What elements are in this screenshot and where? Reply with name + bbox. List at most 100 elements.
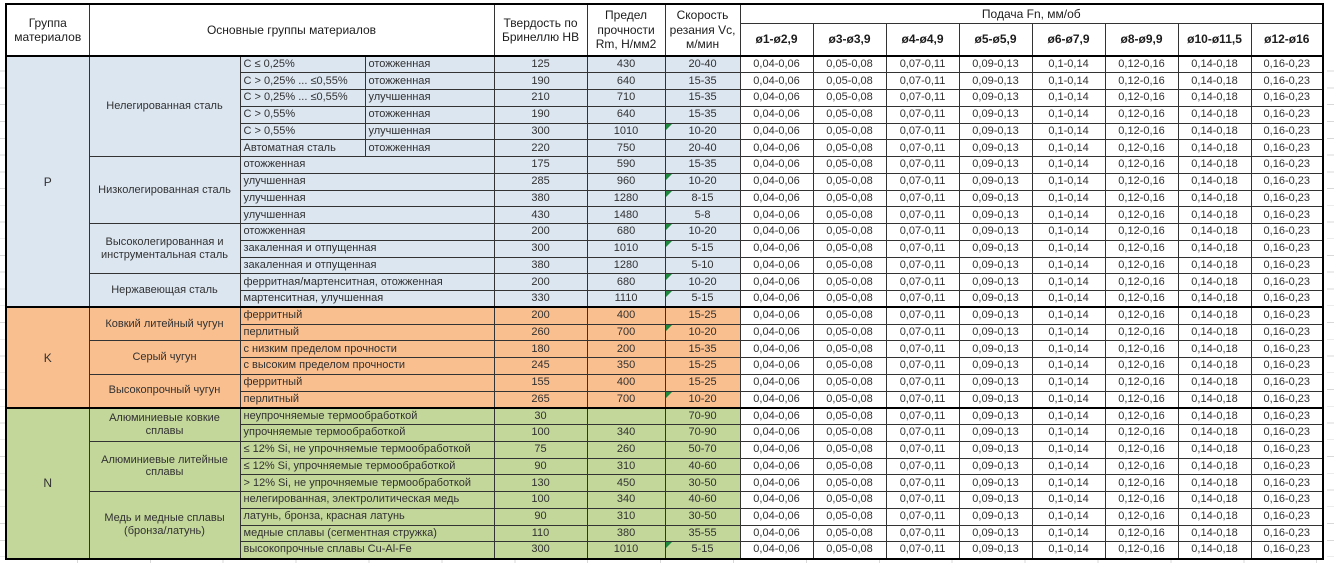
feed-cell: 0,14-0,18 (1177, 424, 1252, 442)
feed-cell: 0,05-0,08 (812, 541, 887, 559)
speed-cell: 5-10 (664, 256, 741, 275)
speed-cell: 10-20 (664, 172, 741, 191)
strength-cell: 310 (586, 507, 666, 526)
feed-cell: 0,14-0,18 (1177, 357, 1252, 375)
strength-cell: 750 (586, 139, 666, 157)
feed-cell: 0,04-0,06 (739, 223, 814, 241)
feed-cell: 0,1-0,14 (1031, 55, 1106, 74)
table-row: P Нелегированная сталь C ≤ 0,25% отожженная… (5, 54, 1324, 308)
table-row: ≤ 12% Si, упрочняемые термообработкой 90 3… (6, 457, 1324, 476)
hardness-cell: 200 (493, 273, 588, 291)
table-row: Серый чугун с низким пределом прочности 18… (6, 340, 1324, 375)
table-row: K Ковкий литейный чугун ферритный 200 400 15-… (5, 306, 1324, 409)
condition-cell: упрочняемые термообработкой (239, 424, 495, 442)
feed-cell: 0,05-0,08 (812, 105, 887, 124)
feed-cell: 0,09-0,13 (958, 390, 1033, 409)
feed-cell: 0,1-0,14 (1031, 340, 1106, 358)
state-cell: улучшенная (364, 89, 495, 107)
material-name-cell: Серый чугун (88, 340, 241, 375)
feed-cell: 0,16-0,23 (1250, 89, 1324, 107)
hardness-cell: 130 (493, 474, 588, 492)
feed-cell: 0,05-0,08 (812, 373, 887, 392)
feed-cell: 0,14-0,18 (1177, 206, 1252, 224)
condition-cell: C > 0,25% ... ≤0,55% (239, 72, 366, 90)
strength-cell: 680 (586, 273, 666, 291)
condition-cell: с высоким пределом прочности (239, 357, 495, 375)
speed-cell: 10-20 (664, 273, 741, 291)
feed-cell: 0,07-0,11 (885, 507, 960, 526)
condition-cell: C > 0,55% (239, 122, 366, 141)
speed-cell: 5-15 (664, 290, 741, 308)
feed-cell: 0,04-0,06 (739, 256, 814, 275)
feed-cell: 0,12-0,16 (1104, 524, 1179, 543)
feed-cell: 0,09-0,13 (958, 340, 1033, 358)
table-row: закаленная и отпущенная 300 1010 5-15 0,04-0… (6, 239, 1324, 258)
feed-cell: 0,1-0,14 (1031, 440, 1106, 459)
feed-cell: 0,09-0,13 (958, 223, 1033, 241)
table-row: перлитный 260 700 10-20 0,04-0,06 0,05-0,08 0,… (6, 323, 1324, 342)
feed-cell: 0,14-0,18 (1177, 440, 1252, 459)
condition-cell: ≤ 12% Si, не упрочняемые термообработкой (239, 440, 495, 459)
strength-cell: 960 (586, 172, 666, 191)
feed-cell: 0,09-0,13 (958, 357, 1033, 375)
material-name-cell: Высокопрочный чугун (88, 373, 241, 409)
speed-cell: 5-15 (664, 239, 741, 258)
speed-cell: 15-35 (664, 89, 741, 107)
feed-cell: 0,09-0,13 (958, 457, 1033, 476)
header-speed: Скорость резания Vc, м/мин (664, 3, 741, 57)
feed-cell: 0,1-0,14 (1031, 105, 1106, 124)
feed-cell: 0,05-0,08 (812, 323, 887, 342)
feed-cell: 0,16-0,23 (1250, 323, 1324, 342)
feed-cell: 0,07-0,11 (885, 223, 960, 241)
feed-cell: 0,14-0,18 (1177, 55, 1252, 74)
strength-cell: 380 (586, 524, 666, 543)
feed-cell: 0,12-0,16 (1104, 172, 1179, 191)
table-row: мартенситная, улучшенная 330 1110 5-15 0,04-… (6, 290, 1324, 308)
feed-cell: 0,07-0,11 (885, 72, 960, 90)
header-row-2: ø1-ø2,9 ø3-ø3,9 ø4-ø4,9 ø5-ø5,9 ø6-ø7,9 … (6, 22, 1324, 57)
speed-cell: 50-70 (664, 440, 741, 459)
feed-cell: 0,07-0,11 (885, 541, 960, 559)
speed-cell: 10-20 (664, 323, 741, 342)
feed-cell: 0,14-0,18 (1177, 122, 1252, 141)
speed-cell: 15-35 (664, 156, 741, 174)
feed-cell: 0,07-0,11 (885, 172, 960, 191)
strength-cell: 310 (586, 457, 666, 476)
feed-cell: 0,07-0,11 (885, 457, 960, 476)
excel-gridlines-left-margin (0, 55, 5, 557)
state-cell: улучшенная (364, 122, 495, 141)
table-row: закаленная и отпущенная 380 1280 5-10 0,04-0… (6, 256, 1324, 275)
feed-cell: 0,1-0,14 (1031, 206, 1106, 224)
feed-cell: 0,12-0,16 (1104, 273, 1179, 291)
speed-cell: 15-35 (664, 105, 741, 124)
feed-cell: 0,04-0,06 (739, 340, 814, 358)
condition-cell: C > 0,55% (239, 105, 366, 124)
feed-cell: 0,12-0,16 (1104, 457, 1179, 476)
feed-cell: 0,09-0,13 (958, 306, 1033, 325)
feed-cell: 0,09-0,13 (958, 139, 1033, 157)
header-feed-col-6: ø8-ø9,9 (1104, 22, 1179, 57)
spreadsheet-area: Группа материалов Основные группы матери… (5, 3, 1325, 560)
feed-cell: 0,1-0,14 (1031, 541, 1106, 559)
condition-cell: C > 0,25% ... ≤0,55% (239, 89, 366, 107)
feed-cell: 0,12-0,16 (1104, 390, 1179, 409)
material-name-cell: Ковкий литейный чугун (88, 306, 241, 342)
strength-cell: 400 (586, 373, 666, 392)
feed-cell: 0,04-0,06 (739, 139, 814, 157)
speed-cell: 15-35 (664, 72, 741, 90)
hardness-cell: 380 (493, 189, 588, 208)
feed-cell: 0,1-0,14 (1031, 507, 1106, 526)
header-feed-col-5: ø6-ø7,9 (1031, 22, 1106, 57)
condition-cell: ферритный (239, 306, 495, 325)
feed-cell: 0,07-0,11 (885, 89, 960, 107)
feed-cell: 0,16-0,23 (1250, 406, 1324, 425)
hardness-cell: 200 (493, 306, 588, 325)
feed-cell: 0,1-0,14 (1031, 474, 1106, 492)
strength-cell: 1280 (586, 189, 666, 208)
condition-cell: улучшенная (239, 206, 495, 224)
hardness-cell: 30 (493, 406, 588, 425)
table-row: C > 0,25% ... ≤0,55% улучшенная 210 710 15-3… (6, 89, 1324, 107)
feed-cell: 0,04-0,06 (739, 189, 814, 208)
feed-cell: 0,14-0,18 (1177, 406, 1252, 425)
feed-cell: 0,16-0,23 (1250, 122, 1324, 141)
